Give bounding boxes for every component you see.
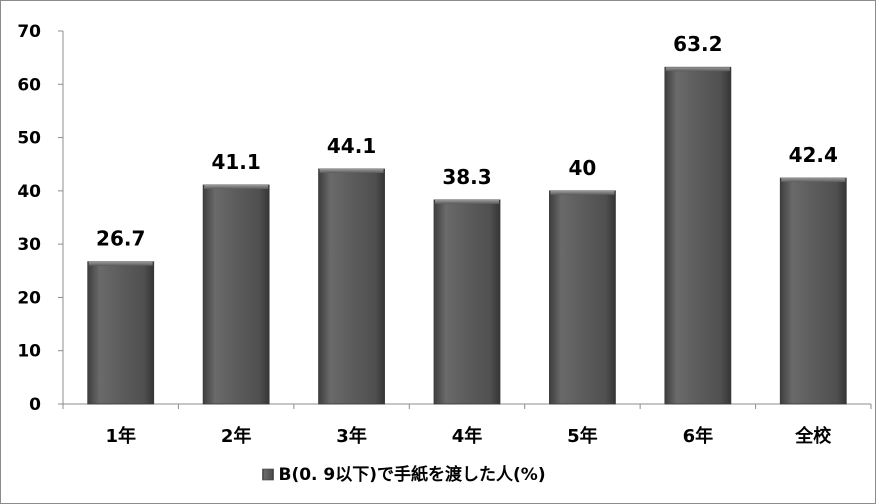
bar-7 xyxy=(779,177,847,405)
y-tick-label: 50 xyxy=(17,129,41,149)
bar-3 xyxy=(318,168,385,405)
data-label: 42.4 xyxy=(789,143,838,167)
bar-body xyxy=(779,177,847,405)
bar-highlight xyxy=(204,184,269,189)
y-tick-label: 60 xyxy=(17,75,41,95)
bar-4 xyxy=(433,199,501,405)
bar-body xyxy=(318,168,385,405)
y-tick-label: 30 xyxy=(17,235,41,255)
bar-highlight xyxy=(435,199,499,204)
x-tick-label: 5年 xyxy=(567,425,598,447)
data-label: 44.1 xyxy=(327,134,376,158)
x-tick-label: 6年 xyxy=(683,425,714,447)
y-tick-label: 40 xyxy=(17,182,41,202)
bar-5 xyxy=(549,190,616,405)
bar-body xyxy=(433,199,501,405)
bar-2 xyxy=(202,184,270,405)
bar-body xyxy=(549,190,616,405)
bars xyxy=(87,66,847,405)
y-tick-label: 10 xyxy=(17,342,41,362)
bar-body xyxy=(202,184,270,405)
bar-6 xyxy=(664,66,732,405)
bar-highlight xyxy=(319,169,384,174)
x-tick-label: 1年 xyxy=(105,425,136,447)
bar-highlight xyxy=(781,178,846,183)
legend-label: B(0. 9以下)で手紙を渡した人(%) xyxy=(279,464,546,485)
x-axis: 1年 2年 3年 4年 5年 6年 全校 xyxy=(62,403,872,447)
y-axis: 0 10 20 30 40 50 60 70 xyxy=(17,22,64,415)
data-label: 26.7 xyxy=(96,227,145,251)
x-tick-label: 全校 xyxy=(794,425,832,447)
data-label: 40 xyxy=(569,156,597,180)
bar-highlight xyxy=(88,261,153,266)
bar-body xyxy=(87,261,155,405)
data-label: 41.1 xyxy=(211,150,260,174)
bar-highlight xyxy=(665,67,730,72)
x-tick-label: 2年 xyxy=(221,425,252,447)
y-tick-label: 20 xyxy=(17,288,41,308)
data-label: 38.3 xyxy=(442,165,491,189)
x-tick-label: 3年 xyxy=(336,425,367,447)
bar-body xyxy=(664,66,732,405)
bar-1 xyxy=(87,261,155,405)
y-tick-label: 70 xyxy=(17,22,41,42)
x-tick-label: 4年 xyxy=(452,425,483,447)
data-label: 63.2 xyxy=(673,32,722,56)
legend-swatch xyxy=(262,468,274,481)
legend: B(0. 9以下)で手紙を渡した人(%) xyxy=(262,464,546,485)
y-tick-label: 0 xyxy=(29,395,41,415)
bar-highlight xyxy=(550,190,615,195)
data-labels: 26.7 41.1 44.1 38.3 40 63.2 42.4 xyxy=(96,32,838,250)
